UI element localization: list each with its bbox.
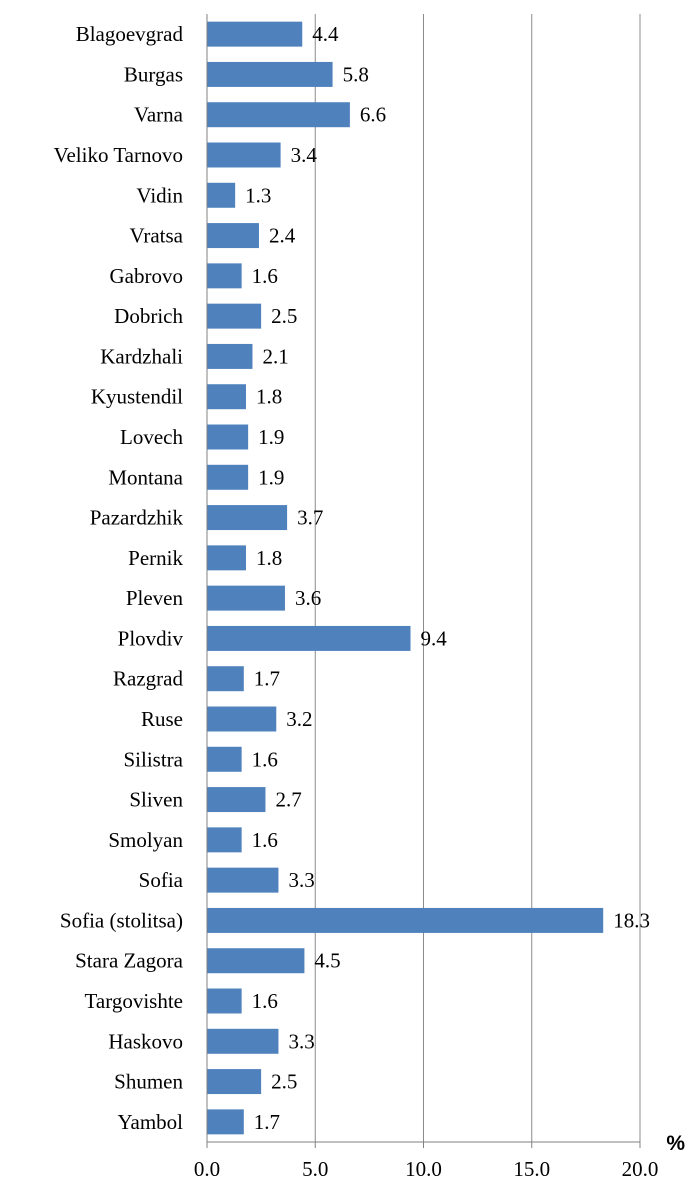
category-label: Stara Zagora (75, 949, 184, 973)
category-label: Vratsa (129, 224, 183, 248)
bar (207, 787, 266, 813)
value-label: 3.7 (297, 506, 323, 530)
value-label: 18.3 (613, 908, 650, 932)
value-label: 1.6 (252, 828, 278, 852)
category-labels: Blagoevgrad Burgas Varna Veliko Tarnovo Vidi… (54, 22, 184, 1134)
bar (207, 988, 242, 1014)
value-label: 1.7 (254, 667, 280, 691)
category-label: Pleven (126, 586, 184, 610)
category-label: Lovech (120, 425, 183, 449)
bar (207, 1028, 279, 1054)
category-label: Sofia (139, 868, 184, 892)
category-label: Razgrad (113, 667, 183, 691)
value-label: 2.1 (262, 344, 288, 368)
category-label: Blagoevgrad (76, 22, 184, 46)
value-label: 1.9 (258, 425, 284, 449)
value-label: 1.3 (245, 183, 271, 207)
bar (207, 746, 242, 772)
bar (207, 424, 249, 450)
bar (207, 545, 246, 571)
bar (207, 1109, 244, 1135)
category-label: Burgas (124, 62, 183, 86)
category-label: Vidin (136, 183, 183, 207)
axes (206, 14, 641, 1148)
x-tick-label: 0.0 (194, 1157, 220, 1181)
x-tick-label: 5.0 (302, 1157, 328, 1181)
value-label: 1.9 (258, 465, 284, 489)
value-label: 3.4 (291, 143, 318, 167)
bar (207, 21, 303, 47)
category-label: Sofia (stolitsa) (60, 908, 183, 932)
category-label: Varna (134, 103, 184, 127)
value-label: 2.4 (269, 224, 296, 248)
category-label: Montana (108, 465, 183, 489)
value-label: 3.2 (286, 707, 312, 731)
category-label: Veliko Tarnovo (54, 143, 183, 167)
value-label: 4.5 (314, 949, 340, 973)
category-label: Yambol (117, 1110, 183, 1134)
x-tick-label: 10.0 (405, 1157, 442, 1181)
bar (207, 585, 285, 611)
value-label: 3.3 (288, 868, 314, 892)
x-tick-label: 15.0 (513, 1157, 550, 1181)
value-label: 1.8 (256, 546, 282, 570)
value-labels: 4.45.8 6.6 3.4 1.3 2.4 1.6 2.5 2.1 1.8 1.9 1.9 3.7 1… (245, 22, 650, 1134)
bar (207, 343, 253, 369)
unit-label: % (666, 1132, 685, 1155)
value-label: 2.5 (271, 1070, 297, 1094)
value-label: 5.8 (343, 62, 369, 86)
category-label: Smolyan (108, 828, 183, 852)
category-label: Silistra (123, 747, 183, 771)
bar (207, 464, 249, 490)
category-label: Gabrovo (110, 264, 183, 288)
bar (207, 223, 259, 249)
bar (207, 102, 350, 128)
category-label: Sliven (129, 788, 183, 812)
bar (207, 625, 411, 651)
value-label: 1.6 (252, 747, 278, 771)
bars (207, 21, 604, 1135)
gridlines (314, 14, 641, 1142)
bar (207, 666, 244, 692)
category-label: Ruse (141, 707, 183, 731)
category-label: Kyustendil (91, 385, 183, 409)
x-tick-labels: 0.0 5.0 10.0 15.0 20.0 (194, 1157, 659, 1181)
value-label: 1.7 (254, 1110, 280, 1134)
category-label: Pernik (128, 546, 183, 570)
value-label: 1.6 (252, 989, 278, 1013)
value-label: 6.6 (360, 103, 386, 127)
value-label: 1.8 (256, 385, 282, 409)
category-label: Dobrich (114, 304, 183, 328)
bar (207, 907, 604, 933)
category-label: Targovishte (85, 989, 183, 1013)
x-tick-label: 20.0 (622, 1157, 659, 1181)
bar (207, 303, 262, 329)
value-label: 3.6 (295, 586, 321, 610)
bar (207, 384, 246, 410)
bar (207, 706, 277, 732)
category-label: Haskovo (108, 1029, 183, 1053)
value-label: 1.6 (252, 264, 278, 288)
value-label: 4.4 (312, 22, 339, 46)
bar (207, 142, 281, 168)
value-label: 3.3 (288, 1029, 314, 1053)
bar (207, 827, 242, 853)
bar (207, 948, 305, 974)
category-label: Shumen (114, 1070, 183, 1094)
category-label: Pazardzhik (90, 506, 184, 530)
bar (207, 263, 242, 289)
bar (207, 182, 236, 208)
bar (207, 61, 333, 87)
value-label: 2.7 (275, 788, 301, 812)
bar (207, 867, 279, 893)
category-label: Kardzhali (100, 344, 183, 368)
value-label: 2.5 (271, 304, 297, 328)
bar (207, 1069, 262, 1095)
bar (207, 505, 288, 531)
category-label: Plovdiv (118, 626, 184, 650)
value-label: 9.4 (421, 626, 448, 650)
